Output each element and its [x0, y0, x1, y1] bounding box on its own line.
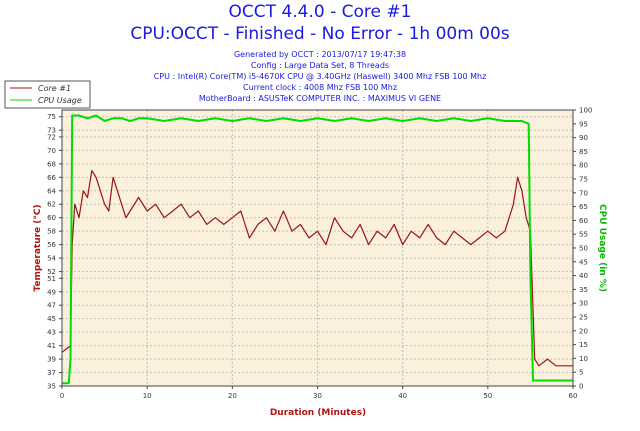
- y-left-tick-label: 43: [47, 329, 56, 337]
- y-right-tick-label: 60: [579, 217, 588, 225]
- y-left-tick-label: 70: [47, 147, 56, 155]
- legend: Core #1 CPU Usage: [4, 80, 91, 109]
- y-right-tick-label: 5: [579, 369, 583, 377]
- y-left-tick-label: 49: [47, 288, 56, 296]
- y-right-tick-label: 20: [579, 327, 588, 335]
- chart-title: OCCT 4.4.0 - Core #1: [228, 2, 412, 22]
- y-right-tick-label: 85: [579, 148, 588, 156]
- y-left-tick-label: 54: [47, 255, 56, 263]
- y-right-tick-label: 80: [579, 162, 588, 170]
- info-current-clock: Current clock : 4008 Mhz FSB 100 Mhz: [242, 83, 398, 92]
- legend-label-cpu: CPU Usage: [38, 96, 82, 105]
- y-left-tick-label: 72: [47, 133, 56, 141]
- y-left-tick-label: 64: [47, 187, 56, 195]
- y-left-tick-label: 56: [47, 241, 56, 249]
- series-line-core-1: [61, 170, 573, 367]
- y-right-tick-label: 65: [579, 203, 588, 211]
- x-tick-label: 50: [483, 392, 492, 400]
- y-left-tick-label: 41: [47, 342, 56, 350]
- y-left-tick-label: 51: [47, 275, 56, 283]
- y-left-tick-label: 52: [47, 268, 56, 276]
- y-right-tick-label: 0: [579, 383, 583, 391]
- y-right-tick-label: 75: [579, 176, 588, 184]
- info-motherboard: MotherBoard : ASUSTeK COMPUTER INC. : MA…: [198, 94, 442, 103]
- y-left-tick-label: 58: [47, 228, 56, 236]
- chart-subtitle: CPU:OCCT - Finished - No Error - 1h 00m …: [130, 24, 510, 44]
- series-line-cpu-usage: [62, 114, 573, 385]
- y-left-tick-label: 60: [47, 214, 56, 222]
- y-right-tick-label: 40: [579, 272, 588, 280]
- y-right-tick-label: 90: [579, 134, 588, 142]
- y-right-tick-label: 95: [579, 120, 588, 128]
- info-cpu: CPU : Intel(R) Core(TM) i5-4670K CPU @ 3…: [153, 72, 487, 81]
- y-axis-right-label: CPU Usage (in %): [597, 204, 607, 292]
- y-right-tick-label: 55: [579, 231, 588, 239]
- y-right-tick-label: 70: [579, 189, 588, 197]
- x-axis-label: Duration (Minutes): [270, 408, 366, 418]
- x-tick-label: 20: [228, 392, 237, 400]
- x-tick-label: 30: [313, 392, 322, 400]
- y-left-tick-label: 37: [47, 369, 56, 377]
- legend-label-core: Core #1: [38, 84, 71, 93]
- y-left-tick-label: 73: [47, 127, 56, 135]
- y-left-tick-label: 39: [47, 356, 56, 364]
- y-right-tick-label: 25: [579, 314, 588, 322]
- y-left-tick-label: 35: [47, 383, 56, 391]
- info-config: Config : Large Data Set, 8 Threads: [250, 61, 390, 70]
- y-right-tick-label: 45: [579, 258, 588, 266]
- y-left-tick-label: 47: [47, 302, 56, 310]
- ticks: 0 10 20 30 40 50 60353739414345474951525456586…: [47, 107, 592, 401]
- y-axis-left-label: Temperature (°C): [33, 204, 43, 291]
- x-tick-label: 40: [398, 392, 407, 400]
- x-tick-label: 60: [569, 392, 578, 400]
- y-right-tick-label: 100: [579, 107, 592, 115]
- x-tick-label: 10: [143, 392, 152, 400]
- y-left-tick-label: 75: [47, 113, 56, 121]
- y-left-tick-label: 45: [47, 315, 56, 323]
- series-lines: [61, 114, 573, 385]
- legend-box: [4, 80, 91, 109]
- y-left-tick-label: 68: [47, 160, 56, 168]
- y-right-tick-label: 35: [579, 286, 588, 294]
- x-tick-label: 0: [60, 392, 64, 400]
- y-right-tick-label: 10: [579, 355, 588, 363]
- info-generated: Generated by OCCT : 2013/07/17 19:47:38: [233, 50, 407, 59]
- y-left-tick-label: 62: [47, 201, 56, 209]
- y-right-tick-label: 30: [579, 300, 588, 308]
- y-right-tick-label: 15: [579, 341, 588, 349]
- y-left-tick-label: 66: [47, 174, 56, 182]
- grid: [61, 110, 574, 387]
- y-right-tick-label: 50: [579, 245, 588, 253]
